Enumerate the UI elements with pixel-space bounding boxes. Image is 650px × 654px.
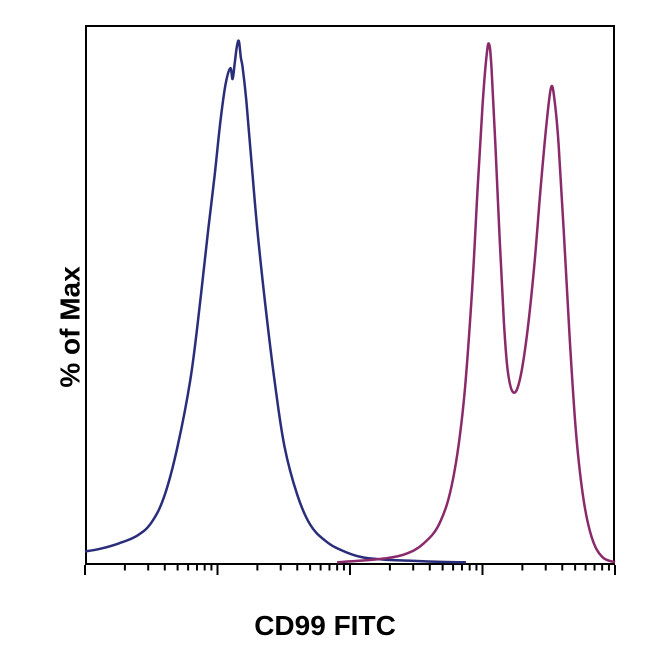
- histogram-chart: % of Max CD99 FITC: [0, 0, 650, 654]
- plot-svg: [0, 0, 650, 654]
- curve-stained: [337, 43, 615, 562]
- curve-control: [85, 41, 466, 563]
